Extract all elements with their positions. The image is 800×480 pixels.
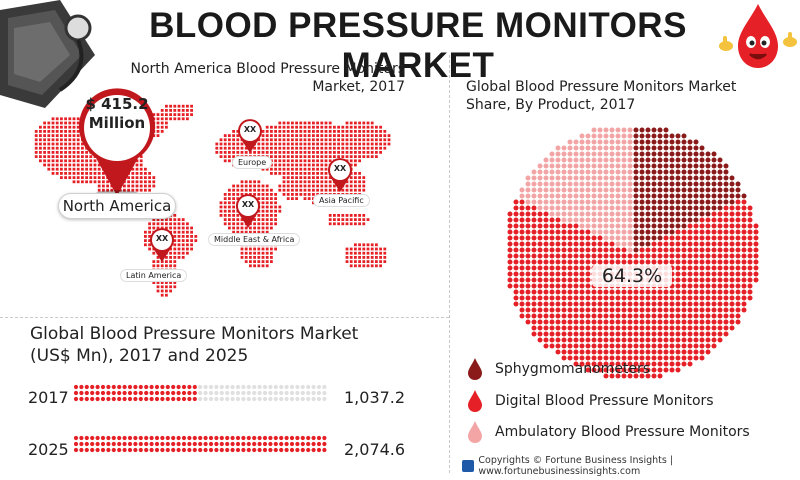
- bar-2025: [73, 435, 327, 453]
- bar-2017: [73, 384, 327, 402]
- legend-item-sphygmomanometers: Sphygmomanometers: [465, 357, 650, 381]
- legend-item-ambulatory: Ambulatory Blood Pressure Monitors: [465, 420, 750, 444]
- middle-east-africa-pin-icon: [236, 194, 260, 228]
- pie-chart-title: Global Blood Pressure Monitors Market Sh…: [466, 78, 786, 114]
- middle-east-africa-pin-value: XX: [241, 200, 255, 209]
- asia-pacific-pin-icon: [328, 158, 352, 192]
- light-red-drop-icon: [468, 421, 482, 443]
- legend-label: Sphygmomanometers: [495, 361, 651, 377]
- bar-chart-title-line1: Global Blood Pressure Monitors Market: [30, 324, 359, 344]
- bar-chart-title: Global Blood Pressure Monitors Market (U…: [30, 323, 430, 367]
- pie-slice-3: [519, 127, 633, 253]
- pie-chart-title-line2: Share, By Product, 2017: [466, 97, 636, 113]
- horizontal-divider: [0, 317, 449, 318]
- europe-pin-value: XX: [243, 125, 257, 134]
- fortune-logo-icon: [462, 460, 475, 472]
- latin-america-label: Latin America: [120, 269, 188, 282]
- pie-slice-1: [633, 127, 747, 253]
- north-america-label: North America: [58, 193, 176, 219]
- vertical-divider: [449, 55, 450, 473]
- europe-label: Europe: [232, 156, 273, 169]
- bar-category-2025: 2025: [28, 440, 69, 459]
- footer-text: Copyrights © Fortune Business Insights |…: [478, 455, 674, 477]
- blood-pressure-cuff-icon: [0, 0, 95, 108]
- asia-pacific-pin-value: XX: [333, 164, 347, 173]
- pie-slice-label: 64.3%: [592, 265, 672, 287]
- footer: Copyrights © Fortune Business Insights |…: [462, 455, 796, 477]
- legend-label: Ambulatory Blood Pressure Monitors: [495, 424, 750, 440]
- bar-value-2017: 1,037.2: [344, 388, 406, 407]
- page-title: BLOOD PRESSURE MONITORS MARKET: [149, 6, 687, 85]
- bar-category-2017: 2017: [28, 388, 69, 407]
- latin-america-pin-icon: [150, 228, 174, 262]
- na-value-amount: $ 415.2: [85, 95, 149, 113]
- north-america-value: $ 415.2 Million: [80, 95, 154, 133]
- europe-pin-icon: [238, 119, 262, 153]
- legend-label: Digital Blood Pressure Monitors: [495, 393, 714, 409]
- blood-drop-mascot-icon: [719, 4, 797, 68]
- red-drop-icon: [468, 390, 482, 412]
- legend-item-digital: Digital Blood Pressure Monitors: [465, 389, 714, 413]
- bar-value-2025: 2,074.6: [344, 440, 406, 459]
- na-value-unit: Million: [88, 114, 146, 132]
- middle-east-africa-label: Middle East & Africa: [208, 233, 301, 246]
- latin-america-pin-value: XX: [155, 234, 169, 243]
- asia-pacific-label: Asia Pacific: [313, 194, 370, 207]
- pie-chart-title-line1: Global Blood Pressure Monitors Market: [466, 79, 737, 95]
- pie-chart: [507, 127, 759, 379]
- bar-chart-title-line2: (US$ Mn), 2017 and 2025: [30, 346, 249, 366]
- map-caption: North America Blood Pressure Monitors Ma…: [90, 60, 405, 96]
- map-caption-line2: Market, 2017: [312, 79, 405, 95]
- map-caption-line1: North America Blood Pressure Monitors: [130, 61, 405, 77]
- bar-chart: [73, 384, 327, 453]
- pie-slice-2: [507, 199, 759, 379]
- dark-red-drop-icon: [468, 358, 482, 380]
